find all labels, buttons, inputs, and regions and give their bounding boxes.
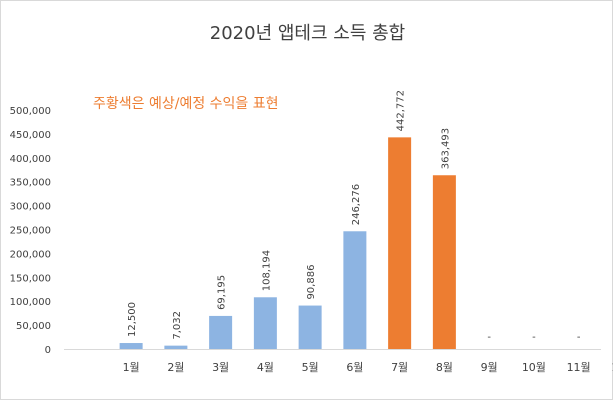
y-tick-label: 250,000 — [10, 226, 51, 237]
data-label: 108,194 — [261, 250, 272, 291]
bar-7월 — [388, 137, 412, 349]
bar-5월 — [298, 305, 322, 349]
x-tick-label: 8월 — [436, 361, 453, 374]
chart-annotation: 주황색은 예상/예정 수익을 표현 — [93, 96, 279, 112]
data-label: 90,886 — [306, 265, 317, 300]
y-tick-label: 350,000 — [10, 178, 51, 189]
bar-2월 — [164, 345, 188, 349]
chart-title: 2020년 앱테크 소득 총합 — [209, 23, 406, 44]
y-tick-label: 450,000 — [10, 130, 51, 141]
bar-8월 — [432, 175, 456, 349]
data-label: 12,500 — [127, 302, 138, 337]
data-label: 442,772 — [396, 90, 407, 131]
bar-1월 — [119, 343, 143, 349]
y-tick-label: 50,000 — [16, 321, 51, 332]
y-tick-label: 400,000 — [10, 154, 51, 165]
data-label: 246,276 — [351, 184, 362, 225]
x-tick-label: 1월 — [123, 361, 140, 374]
bar-4월 — [253, 297, 277, 349]
x-tick-label: 11월 — [567, 361, 591, 374]
data-label: 7,032 — [172, 311, 183, 340]
x-tick-label: 2월 — [167, 361, 184, 374]
y-tick-label: 200,000 — [10, 249, 51, 260]
data-label: - — [577, 332, 581, 343]
y-tick-label: 500,000 — [10, 106, 51, 117]
x-tick-label: 7월 — [391, 361, 408, 374]
x-tick-label: 4월 — [257, 361, 274, 374]
data-label: - — [487, 332, 491, 343]
y-tick-label: 100,000 — [10, 297, 51, 308]
y-tick-label: 0 — [45, 345, 51, 356]
x-tick-label: 12월 — [611, 361, 613, 374]
bar-6월 — [343, 231, 367, 349]
bar-3월 — [209, 315, 233, 349]
x-tick-label: 5월 — [302, 361, 319, 374]
y-tick-label: 150,000 — [10, 273, 51, 284]
x-tick-label: 10월 — [522, 361, 546, 374]
data-label: 363,493 — [440, 128, 451, 169]
data-label: 69,195 — [217, 275, 228, 310]
x-tick-label: 3월 — [212, 361, 229, 374]
x-tick-label: 6월 — [346, 361, 363, 374]
y-tick-label: 300,000 — [10, 202, 51, 213]
x-tick-label: 9월 — [481, 361, 498, 374]
data-label: - — [532, 332, 536, 343]
